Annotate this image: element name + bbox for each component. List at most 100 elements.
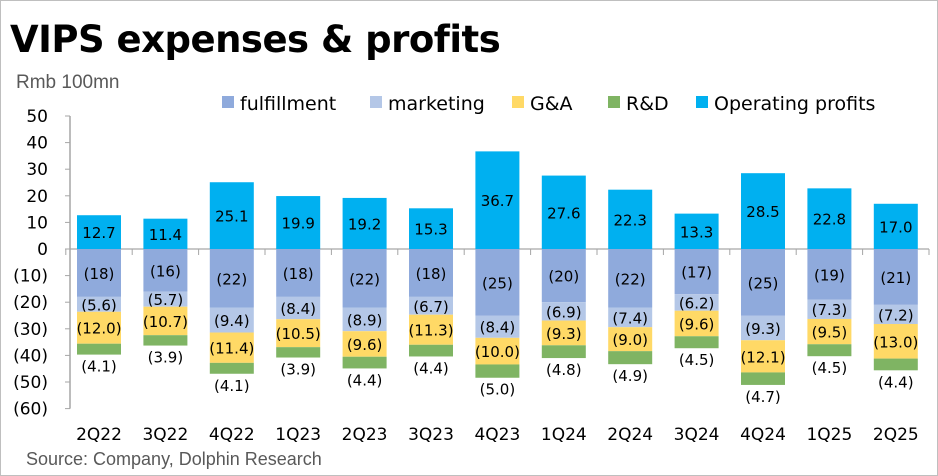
bar-operating-profits bbox=[475, 151, 520, 249]
bar-g-a bbox=[807, 318, 852, 345]
x-tick-label: 1Q23 bbox=[275, 425, 321, 445]
data-label: (18) bbox=[84, 265, 115, 283]
data-label: (6.7) bbox=[413, 298, 449, 316]
bar-g-a bbox=[342, 331, 387, 357]
y-tick-label: 10 bbox=[26, 213, 48, 233]
y-tick-label: 0 bbox=[37, 240, 48, 260]
bar-fulfillment bbox=[77, 249, 121, 297]
data-label: (4.5) bbox=[679, 351, 715, 369]
y-tick-label: 40 bbox=[26, 134, 48, 154]
x-tick-label: 3Q23 bbox=[408, 425, 454, 445]
bar-fulfillment bbox=[342, 249, 387, 308]
x-tick-label: 3Q22 bbox=[142, 425, 188, 445]
data-label: (9.6) bbox=[679, 315, 715, 333]
data-label: (4.1) bbox=[214, 377, 250, 395]
data-label: (10.5) bbox=[276, 325, 321, 343]
data-label: (9.3) bbox=[745, 320, 781, 338]
data-label: (22) bbox=[216, 270, 247, 288]
bar-g-a bbox=[741, 340, 785, 373]
data-label: (22) bbox=[615, 270, 646, 288]
bar-fulfillment bbox=[541, 249, 586, 303]
legend-swatch bbox=[512, 96, 524, 108]
y-tick-label: 20 bbox=[26, 187, 48, 207]
data-label: (7.2) bbox=[878, 306, 914, 324]
data-label: 22.3 bbox=[613, 211, 646, 229]
bar-r-d bbox=[541, 345, 586, 359]
bar-fulfillment bbox=[608, 249, 653, 308]
bar-marketing bbox=[608, 307, 653, 328]
x-tick-label: 2Q24 bbox=[607, 425, 653, 445]
legend-swatch bbox=[608, 96, 620, 108]
y-tick-label: (10) bbox=[13, 267, 48, 287]
legend-label: G&A bbox=[530, 93, 573, 115]
bar-fulfillment bbox=[873, 249, 918, 305]
data-label: (4.9) bbox=[612, 367, 648, 385]
data-label: (4.8) bbox=[546, 361, 582, 379]
data-label: (25) bbox=[482, 274, 513, 292]
data-label: (3.9) bbox=[280, 361, 316, 379]
y-axis-unit-label: Rmb 100mn bbox=[16, 72, 120, 93]
bar-r-d bbox=[209, 362, 254, 374]
bar-marketing bbox=[77, 296, 121, 312]
x-tick-label: 1Q24 bbox=[541, 425, 587, 445]
bar-operating-profits bbox=[873, 203, 918, 249]
bar-g-a bbox=[143, 306, 188, 336]
bar-marketing bbox=[807, 299, 852, 319]
legend-label: marketing bbox=[388, 93, 485, 115]
bar-g-a bbox=[77, 311, 121, 344]
bar-marketing bbox=[741, 315, 785, 341]
data-label: (4.1) bbox=[81, 358, 117, 376]
bar-r-d bbox=[276, 347, 321, 358]
legend-label: Operating profits bbox=[714, 93, 875, 115]
bar-r-d bbox=[674, 336, 719, 349]
data-label: (6.9) bbox=[546, 303, 582, 321]
data-label: (20) bbox=[548, 268, 579, 286]
x-tick-label: 4Q22 bbox=[209, 425, 255, 445]
data-label: 17.0 bbox=[879, 218, 912, 236]
legend-label: fulfillment bbox=[240, 93, 336, 115]
bar-marketing bbox=[342, 307, 387, 332]
bar-operating-profits bbox=[807, 188, 852, 249]
data-label: 19.9 bbox=[281, 215, 314, 233]
data-label: (5.0) bbox=[480, 381, 516, 399]
data-label: (9.6) bbox=[347, 336, 383, 354]
data-label: (8.9) bbox=[347, 311, 383, 329]
data-label: (25) bbox=[748, 274, 779, 292]
bar-fulfillment bbox=[807, 249, 852, 300]
bar-fulfillment bbox=[741, 249, 785, 316]
bar-g-a bbox=[409, 314, 453, 345]
bar-g-a bbox=[209, 332, 254, 363]
data-label: (21) bbox=[880, 269, 911, 287]
data-label: 27.6 bbox=[547, 204, 580, 222]
bar-operating-profits bbox=[209, 182, 254, 249]
data-label: (4.4) bbox=[878, 373, 914, 391]
bar-marketing bbox=[276, 296, 321, 320]
bar-fulfillment bbox=[475, 249, 520, 316]
data-label: 25.1 bbox=[215, 208, 248, 226]
x-tick-label: 1Q25 bbox=[806, 425, 852, 445]
legend-swatch bbox=[222, 96, 234, 108]
bar-marketing bbox=[409, 296, 453, 315]
bar-r-d bbox=[475, 364, 520, 378]
source-note: Source: Company, Dolphin Research bbox=[26, 449, 322, 469]
y-tick-label: (30) bbox=[13, 320, 48, 340]
x-tick-label: 2Q25 bbox=[873, 425, 919, 445]
bar-r-d bbox=[342, 356, 387, 369]
x-tick-label: 4Q23 bbox=[474, 425, 520, 445]
bar-g-a bbox=[475, 337, 520, 365]
y-tick-label: (60) bbox=[13, 400, 48, 420]
data-label: (4.4) bbox=[413, 359, 449, 377]
data-label: (5.7) bbox=[148, 291, 184, 309]
data-label: (9.4) bbox=[214, 312, 250, 330]
bar-operating-profits bbox=[409, 208, 453, 249]
bar-marketing bbox=[541, 302, 586, 321]
x-tick-label: 2Q23 bbox=[342, 425, 388, 445]
data-label: (19) bbox=[814, 266, 845, 284]
data-label: (9.0) bbox=[612, 331, 648, 349]
data-label: (11.3) bbox=[408, 322, 453, 340]
data-label: (8.4) bbox=[480, 319, 516, 337]
data-label: 11.4 bbox=[149, 226, 182, 244]
data-label: (12.1) bbox=[740, 348, 785, 366]
data-label: 36.7 bbox=[481, 192, 514, 210]
y-tick-label: 30 bbox=[26, 160, 48, 180]
